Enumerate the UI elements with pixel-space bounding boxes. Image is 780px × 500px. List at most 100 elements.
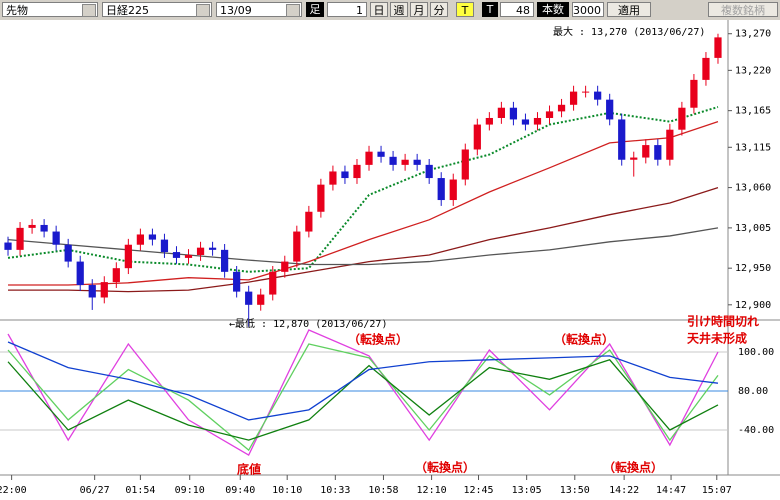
x-tick-label: 14:22	[609, 485, 639, 496]
candle-body	[100, 282, 108, 298]
market-select[interactable]: 先物	[2, 2, 98, 17]
candle-body	[521, 119, 530, 125]
annotation: 天井未形成	[687, 331, 747, 346]
index-select[interactable]: 日経225	[102, 2, 212, 17]
candle-body	[305, 211, 313, 232]
x-tick-label: 12:10	[417, 485, 447, 496]
candle-body	[401, 159, 409, 165]
line-series	[7, 329, 719, 456]
candle-body	[52, 231, 60, 245]
candle-body	[533, 117, 542, 125]
candle-body	[76, 261, 84, 286]
candle-body	[642, 145, 650, 158]
candle-body	[678, 107, 686, 130]
y-tick-label: 13,165	[735, 106, 771, 117]
y-tick-label: 13,060	[735, 183, 771, 194]
candle-body	[353, 164, 361, 179]
x-tick-label: 01:54	[125, 485, 155, 496]
x-tick-label: 13:50	[560, 485, 590, 496]
candle-body	[160, 239, 169, 253]
candle-body	[582, 91, 590, 93]
y-tick-label: 12,950	[735, 263, 771, 274]
x-tick-label: 14:47	[656, 485, 686, 496]
candle-body	[4, 242, 12, 250]
y-tick-label: 13,220	[735, 65, 771, 76]
candle-body	[497, 107, 505, 118]
y-tick-label: 13,005	[735, 223, 771, 234]
y-tick-label: -40.00	[738, 425, 774, 436]
period-button[interactable]: 分	[430, 2, 448, 17]
candle-body	[112, 268, 120, 283]
multi-button[interactable]: 複数銘柄	[708, 2, 778, 17]
candle-body	[269, 271, 277, 295]
candle-body	[64, 244, 72, 262]
x-tick-label: 10:10	[272, 485, 302, 496]
candle-body	[666, 129, 674, 160]
candle-body	[545, 111, 554, 118]
period-button[interactable]: 月	[410, 2, 428, 17]
candle-body	[124, 244, 132, 269]
chart: 13,270 13,220 13,165 13,115 13,060 13,005 12,9…	[0, 20, 780, 500]
candle-body	[437, 178, 445, 201]
period-button[interactable]: 週	[390, 2, 408, 17]
candle-body	[461, 149, 469, 180]
candle-body	[377, 151, 385, 157]
apply-button[interactable]: 適用	[607, 2, 651, 17]
y-tick-label: 13,115	[735, 142, 771, 153]
x-tick-label: 09:40	[225, 485, 255, 496]
annotation: （転換点）	[603, 460, 663, 475]
bar-size[interactable]: 1	[327, 2, 367, 17]
x-tick-label: 09:10	[175, 485, 205, 496]
annotation: 引け時間切れ	[687, 314, 759, 329]
candle-body	[485, 117, 493, 125]
tick-count[interactable]: 48	[500, 2, 534, 17]
chart-bg	[0, 20, 780, 500]
x-tick-label: 10:58	[368, 485, 398, 496]
candle-body	[618, 119, 626, 160]
candle-body	[365, 151, 373, 165]
candle-body	[702, 57, 710, 80]
x-tick-label: 12:45	[463, 485, 493, 496]
candle-body	[473, 124, 481, 150]
candle-body	[714, 37, 722, 58]
annotation: 底値	[237, 462, 261, 477]
candle-body	[293, 231, 301, 262]
candle-body	[245, 291, 253, 305]
candle-body	[221, 249, 229, 272]
contract-select[interactable]: 13/09	[216, 2, 302, 17]
period-button[interactable]: 日	[370, 2, 388, 17]
x-tick-label: 13:05	[512, 485, 542, 496]
period-button[interactable]: T	[456, 2, 474, 17]
candle-body	[196, 247, 205, 255]
line-series	[7, 341, 719, 421]
x-tick-label: 22:00	[0, 485, 27, 496]
candle-body	[449, 179, 457, 201]
candle-body	[329, 171, 337, 185]
annotation: （転換点）	[415, 460, 475, 475]
candle-body	[148, 234, 157, 240]
candle-body	[40, 224, 48, 232]
candle-body	[257, 294, 265, 305]
candle-body	[136, 234, 144, 245]
annotation: （転換点）	[348, 332, 408, 347]
line-series	[7, 343, 719, 452]
candle-body	[425, 164, 433, 179]
tick-button[interactable]: T	[482, 2, 498, 17]
annotation: ←最低 : 12,870 (2013/06/27)	[229, 317, 387, 330]
y-tick-label: 12,900	[735, 300, 771, 311]
candle-body	[233, 271, 241, 292]
candle-body	[594, 91, 602, 100]
count[interactable]: 3000	[572, 2, 604, 17]
candle-body	[569, 91, 578, 105]
candle-body	[389, 156, 397, 165]
candle-body	[630, 157, 638, 160]
candle-body	[281, 261, 289, 272]
candle-body	[509, 107, 518, 120]
count-label: 本数	[537, 2, 569, 17]
candle-body	[208, 247, 217, 250]
x-tick-label: 10:33	[320, 485, 350, 496]
line-series	[8, 121, 719, 286]
y-tick-label: 80.00	[738, 386, 768, 397]
